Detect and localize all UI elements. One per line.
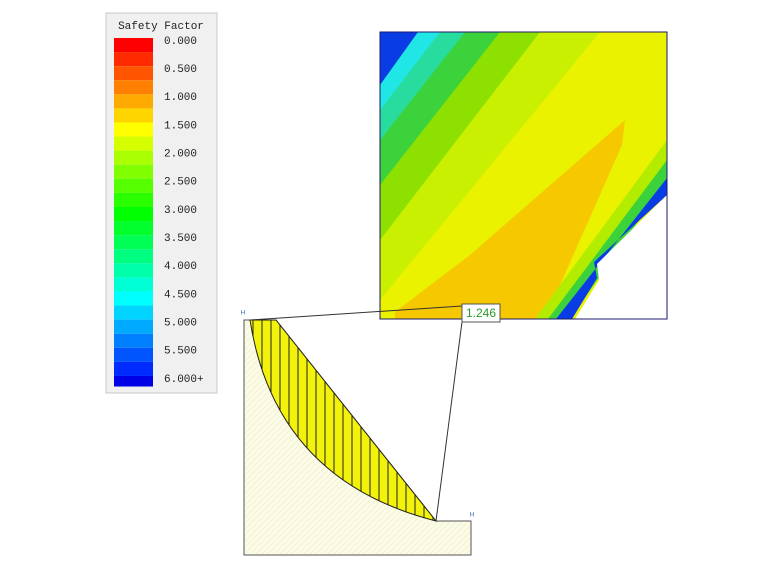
legend-swatch [114, 319, 153, 334]
legend-swatch [114, 235, 153, 250]
legend-swatch [114, 192, 153, 207]
legend-label: 5.500 [164, 346, 197, 358]
marker: ᴴ [241, 308, 245, 318]
legend-swatch [114, 333, 153, 348]
legend-label: 2.000 [164, 149, 197, 161]
grid-border [379, 31, 668, 320]
legend-swatch [114, 178, 153, 193]
grid-contours [379, 31, 668, 320]
legend-swatch [114, 263, 153, 278]
contour-band [395, 120, 625, 319]
legend-label: 1.000 [164, 92, 197, 104]
contour-band [535, 140, 667, 319]
contour-band [556, 178, 667, 319]
legend-swatch [114, 122, 153, 137]
legend-label: 3.000 [164, 205, 197, 217]
radius-line [435, 321, 463, 522]
legend-swatch [114, 164, 153, 179]
legend-swatch [114, 347, 153, 362]
legend-swatch [114, 277, 153, 292]
legend-label: 6.000+ [164, 374, 204, 386]
legend-swatch [114, 361, 153, 376]
fs-box [461, 303, 501, 323]
legend-swatch [114, 108, 153, 123]
legend-title: Safety Factor [118, 21, 204, 33]
legend-label: 0.000 [164, 36, 197, 48]
legend-label: 4.500 [164, 289, 197, 301]
radius-line [249, 305, 463, 321]
marker: ᴴ [470, 510, 474, 520]
legend-swatch [114, 80, 153, 95]
slope-model: ᴴ ᴴ 1.246 [241, 303, 501, 556]
legend-swatch [114, 52, 153, 67]
legend-label: 2.500 [164, 177, 197, 189]
legend-label: 1.500 [164, 120, 197, 132]
legend-label: 3.500 [164, 233, 197, 245]
legend-swatch [114, 66, 153, 81]
legend-swatch [114, 305, 153, 320]
legend-swatch [114, 94, 153, 109]
fs-label: 1.246 [466, 306, 496, 320]
legend-swatch [114, 291, 153, 306]
legend-swatch [114, 221, 153, 236]
legend-labels: 0.000 0.500 1.000 1.500 2.000 2.500 3.000 3.500… [164, 36, 204, 386]
slip-mass [249, 319, 438, 522]
legend: Safety Factor 0.000 0.500 1.000 1.500 2.000 2… [105, 12, 218, 394]
legend-swatch [114, 375, 153, 387]
contour-band [380, 32, 418, 85]
legend-swatch [114, 150, 153, 165]
contour-band [548, 160, 667, 319]
legend-swatches [114, 38, 153, 387]
legend-label: 4.000 [164, 261, 197, 273]
legend-swatch [114, 136, 153, 151]
legend-swatch [114, 38, 153, 53]
legend-swatch [114, 206, 153, 222]
legend-label: 0.500 [164, 64, 197, 76]
legend-label: 5.000 [164, 318, 197, 330]
contour-band [575, 195, 667, 319]
legend-swatch [114, 249, 153, 264]
